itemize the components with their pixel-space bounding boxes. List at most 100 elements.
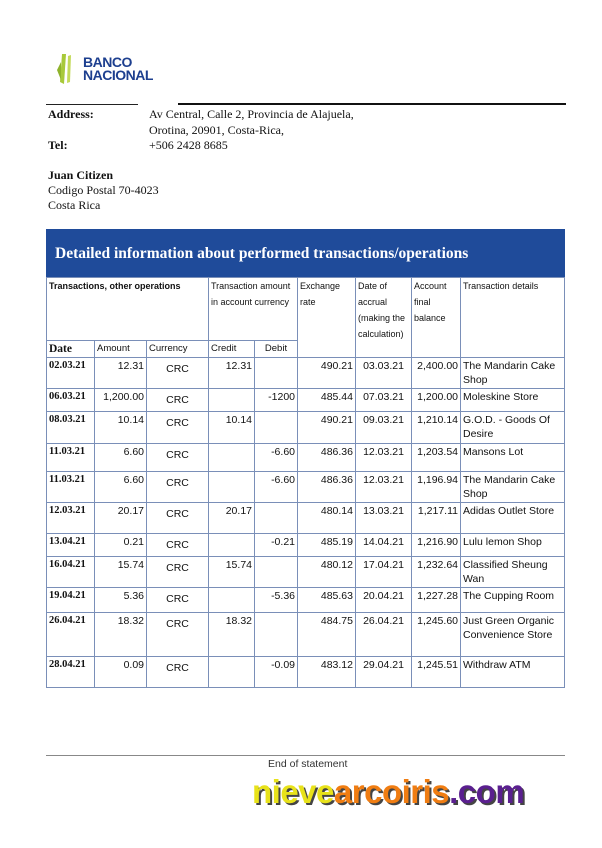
table-row: 06.03.21 1,200.00 CRC -1200 485.44 07.03.21 1,… — [46, 388, 565, 412]
row-rate: 485.44 — [297, 388, 356, 412]
row-rate: 486.36 — [297, 443, 356, 472]
row-balance: 1,227.28 — [411, 587, 461, 613]
header-amount: Amount — [94, 340, 147, 358]
row-rate: 486.36 — [297, 471, 356, 503]
row-debit — [254, 556, 298, 588]
row-debit: -1200 — [254, 388, 298, 412]
table-row: 12.03.21 20.17 CRC 20.17 480.14 13.03.21 1,217… — [46, 502, 565, 534]
row-debit: -5.36 — [254, 587, 298, 613]
row-accrual: 29.04.21 — [355, 656, 412, 688]
row-amount: 12.31 — [94, 357, 147, 389]
header-accrual-date: Date of accrual (making the calculation) — [355, 277, 412, 358]
row-accrual: 14.04.21 — [355, 533, 412, 557]
row-credit — [208, 656, 255, 688]
row-date: 19.04.21 — [46, 587, 95, 613]
header-details: Transaction details — [460, 277, 565, 358]
row-amount: 18.32 — [94, 612, 147, 657]
row-amount: 0.09 — [94, 656, 147, 688]
address-line2: Orotina, 20901, Costa-Rica, — [149, 122, 284, 137]
row-amount: 0.21 — [94, 533, 147, 557]
row-accrual: 09.03.21 — [355, 411, 412, 444]
row-currency: CRC — [146, 587, 209, 613]
logo-leaf-icon — [57, 54, 71, 84]
row-debit: -6.60 — [254, 471, 298, 503]
row-details: The Mandarin Cake Shop — [460, 357, 565, 389]
tel-value: +506 2428 8685 — [149, 138, 228, 152]
row-rate: 490.21 — [297, 357, 356, 389]
row-details: G.O.D. - Goods Of Desire — [460, 411, 565, 444]
header-credit: Credit — [208, 340, 255, 358]
row-credit: 12.31 — [208, 357, 255, 389]
table-row: 26.04.21 18.32 CRC 18.32 484.75 26.04.21 1,245… — [46, 612, 565, 657]
customer-info: Juan Citizen Codigo Postal 70-4023 Costa… — [48, 168, 159, 213]
row-rate: 480.14 — [297, 502, 356, 534]
row-accrual: 07.03.21 — [355, 388, 412, 412]
row-rate: 490.21 — [297, 411, 356, 444]
tel-label: Tel: — [48, 138, 68, 152]
row-debit: -0.21 — [254, 533, 298, 557]
row-date: 13.04.21 — [46, 533, 95, 557]
row-amount: 6.60 — [94, 471, 147, 503]
row-accrual: 03.03.21 — [355, 357, 412, 389]
table-row: 11.03.21 6.60 CRC -6.60 486.36 12.03.21 1,203.… — [46, 443, 565, 472]
row-accrual: 13.03.21 — [355, 502, 412, 534]
row-credit — [208, 388, 255, 412]
row-credit — [208, 443, 255, 472]
row-balance: 1,245.51 — [411, 656, 461, 688]
row-accrual: 12.03.21 — [355, 471, 412, 503]
row-debit — [254, 357, 298, 389]
row-amount: 20.17 — [94, 502, 147, 534]
row-balance: 1,245.60 — [411, 612, 461, 657]
table-row: 28.04.21 0.09 CRC -0.09 483.12 29.04.21 1,245.… — [46, 656, 565, 688]
row-details: Mansons Lot — [460, 443, 565, 472]
row-rate: 485.63 — [297, 587, 356, 613]
table-row: 13.04.21 0.21 CRC -0.21 485.19 14.04.21 1,216.… — [46, 533, 565, 557]
row-currency: CRC — [146, 443, 209, 472]
row-currency: CRC — [146, 388, 209, 412]
row-balance: 1,210.14 — [411, 411, 461, 444]
header-debit: Debit — [254, 340, 298, 358]
transactions-table: Transactions, other operations Transacti… — [46, 277, 565, 688]
row-amount: 15.74 — [94, 556, 147, 588]
row-balance: 1,200.00 — [411, 388, 461, 412]
header-transactions: Transactions, other operations — [46, 277, 209, 341]
row-currency: CRC — [146, 471, 209, 503]
table-row: 08.03.21 10.14 CRC 10.14 490.21 09.03.21 1,210… — [46, 411, 565, 444]
header-date: Date — [46, 340, 95, 358]
divider — [178, 103, 566, 105]
row-rate: 484.75 — [297, 612, 356, 657]
row-amount: 1,200.00 — [94, 388, 147, 412]
row-date: 26.04.21 — [46, 612, 95, 657]
row-details: Adidas Outlet Store — [460, 502, 565, 534]
footer-divider — [46, 755, 565, 756]
row-date: 11.03.21 — [46, 443, 95, 472]
header-currency: Currency — [146, 340, 209, 358]
row-currency: CRC — [146, 612, 209, 657]
row-credit — [208, 587, 255, 613]
row-details: Withdraw ATM — [460, 656, 565, 688]
row-details: Just Green Organic Convenience Store — [460, 612, 565, 657]
row-currency: CRC — [146, 533, 209, 557]
row-balance: 1,217.11 — [411, 502, 461, 534]
section-title: Detailed information about performed tra… — [46, 229, 565, 277]
row-date: 12.03.21 — [46, 502, 95, 534]
row-date: 06.03.21 — [46, 388, 95, 412]
row-details: Moleskine Store — [460, 388, 565, 412]
row-credit — [208, 471, 255, 503]
row-credit: 10.14 — [208, 411, 255, 444]
logo-text-banco: BANCO — [83, 54, 132, 70]
row-rate: 483.12 — [297, 656, 356, 688]
watermark: nievearcoiris.com — [252, 773, 525, 810]
table-row: 16.04.21 15.74 CRC 15.74 480.12 17.04.21 1,232… — [46, 556, 565, 588]
row-balance: 1,203.54 — [411, 443, 461, 472]
row-credit — [208, 533, 255, 557]
row-date: 02.03.21 — [46, 357, 95, 389]
customer-postal: Codigo Postal 70-4023 — [48, 183, 159, 197]
row-accrual: 20.04.21 — [355, 587, 412, 613]
row-amount: 10.14 — [94, 411, 147, 444]
row-credit: 20.17 — [208, 502, 255, 534]
address-label: Address: — [48, 107, 94, 121]
bank-logo: BANCO NACIONAL — [56, 52, 153, 86]
row-currency: CRC — [146, 656, 209, 688]
row-balance: 1,196.94 — [411, 471, 461, 503]
